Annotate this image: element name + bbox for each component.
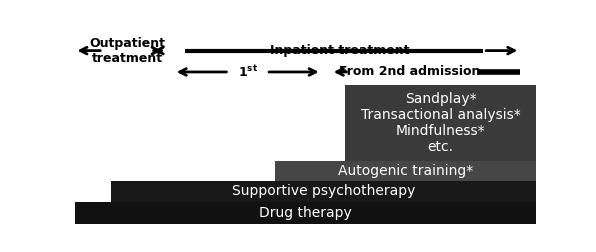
Bar [74, 202, 536, 224]
Text: 1$^{\mathregular{st}}$: 1$^{\mathregular{st}}$ [238, 64, 257, 80]
Bar [275, 161, 536, 181]
Text: Outpatient
treatment: Outpatient treatment [89, 37, 166, 65]
Text: Supportive psychotherapy: Supportive psychotherapy [232, 184, 415, 198]
Bar [344, 85, 536, 161]
Text: Autogenic training*: Autogenic training* [339, 164, 474, 178]
Text: Sandplay*
Transactional analysis*
Mindfulness*
etc.: Sandplay* Transactional analysis* Mindfu… [361, 91, 520, 154]
Bar [111, 181, 536, 202]
Text: Drug therapy: Drug therapy [259, 206, 352, 220]
Text: Inpatient treatment: Inpatient treatment [271, 44, 410, 57]
Text: From 2nd admission: From 2nd admission [339, 66, 480, 78]
